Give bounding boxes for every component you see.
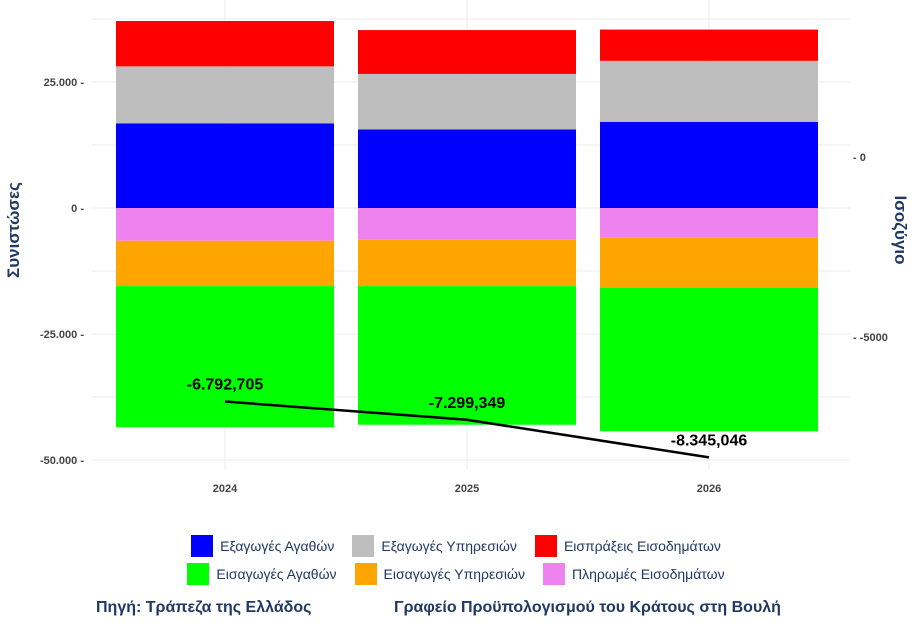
- bar-segment: [600, 208, 818, 238]
- legend-label: Εισαγωγές Αγαθών: [216, 566, 337, 582]
- source-credit: Πηγή: Τράπεζα της Ελλάδος: [96, 599, 312, 616]
- balance-line: [224, 400, 710, 459]
- bar-segment: [600, 287, 818, 432]
- legend-item: Εισπράξεις Εισοδημάτων: [534, 535, 721, 557]
- y-tick-label: -25.000 -: [40, 329, 84, 341]
- bar-segment: [116, 21, 334, 67]
- legend-item: Εξαγωγές Υπηρεσιών: [352, 535, 517, 557]
- bar-segment: [600, 29, 818, 61]
- bar-segment: [116, 123, 334, 208]
- legend-row-2: Εισαγωγές Αγαθών Εισαγωγές Υπηρεσιών Πλη…: [0, 560, 912, 588]
- balance-data-label: -6.792,705: [187, 377, 264, 394]
- bar-segment: [358, 286, 576, 425]
- legend-item: Εξαγωγές Αγαθών: [191, 535, 334, 557]
- bars: [116, 21, 818, 432]
- legend-swatch-exports-goods: [191, 535, 214, 557]
- y2-axis-title: Ισοζύγιο: [891, 195, 910, 264]
- y-axis-title: Συνιστώσες: [4, 182, 23, 278]
- legend-label: Εισπράξεις Εισοδημάτων: [563, 538, 721, 554]
- balance-line-layer: -6.792,705 -7.299,349 -8.345,046: [187, 377, 748, 459]
- legend: Εξαγωγές Αγαθών Εξαγωγές Υπηρεσιών Εισπρ…: [0, 532, 912, 588]
- bar-segment: [116, 286, 334, 428]
- bar-segment: [116, 208, 334, 241]
- balance-data-label: -8.345,046: [671, 432, 748, 449]
- legend-label: Εισαγωγές Υπηρεσιών: [383, 566, 525, 582]
- legend-swatch-income-payments: [542, 563, 565, 585]
- x-tick-label: 2025: [455, 483, 479, 495]
- bar-segment: [358, 129, 576, 208]
- legend-swatch-imports-goods: [187, 563, 210, 585]
- x-tick-label: 2024: [213, 483, 238, 495]
- legend-label: Εξαγωγές Υπηρεσιών: [381, 538, 517, 554]
- y2-tick-label: - -5000: [853, 332, 888, 344]
- legend-swatch-exports-services: [352, 535, 375, 557]
- y2-tick-label: - 0: [853, 152, 866, 164]
- x-tick-label: 2026: [697, 483, 721, 495]
- legend-item: Πληρωμές Εισοδημάτων: [542, 563, 725, 585]
- bar-segment: [600, 121, 818, 208]
- bar-segment: [358, 239, 576, 287]
- y-tick-label: 25.000 -: [44, 77, 85, 89]
- footer: Πηγή: Τράπεζα της Ελλάδος Γραφείο Προϋπο…: [0, 596, 912, 624]
- legend-item: Εισαγωγές Αγαθών: [187, 563, 337, 585]
- bar-segment: [116, 240, 334, 287]
- legend-row-1: Εξαγωγές Αγαθών Εξαγωγές Υπηρεσιών Εισπρ…: [0, 532, 912, 560]
- legend-swatch-income-receipts: [534, 535, 557, 557]
- legend-label: Εξαγωγές Αγαθών: [220, 538, 335, 554]
- publisher-credit: Γραφείο Προϋπολογισμού του Κράτους στη Β…: [394, 599, 781, 616]
- balance-data-label: -7.299,349: [429, 395, 506, 412]
- bar-segment: [116, 66, 334, 124]
- bar-segment: [358, 208, 576, 240]
- stacked-bar-chart: -6.792,705 -7.299,349 -8.345,046 25.000 - 0…: [4, 0, 910, 495]
- bar-segment: [358, 73, 576, 130]
- bar-segment: [358, 30, 576, 74]
- legend-label: Πληρωμές Εισοδημάτων: [571, 566, 725, 582]
- bar-segment: [600, 60, 818, 122]
- axis-tick-labels: 25.000 - 0 - -25.000 - -50.000 - - 0 - -5000 2…: [40, 77, 888, 495]
- y-tick-label: 0 -: [71, 203, 84, 215]
- legend-swatch-imports-services: [354, 563, 377, 585]
- y-tick-label: -50.000 -: [40, 455, 84, 467]
- legend-item: Εισαγωγές Υπηρεσιών: [354, 563, 525, 585]
- bar-segment: [600, 237, 818, 288]
